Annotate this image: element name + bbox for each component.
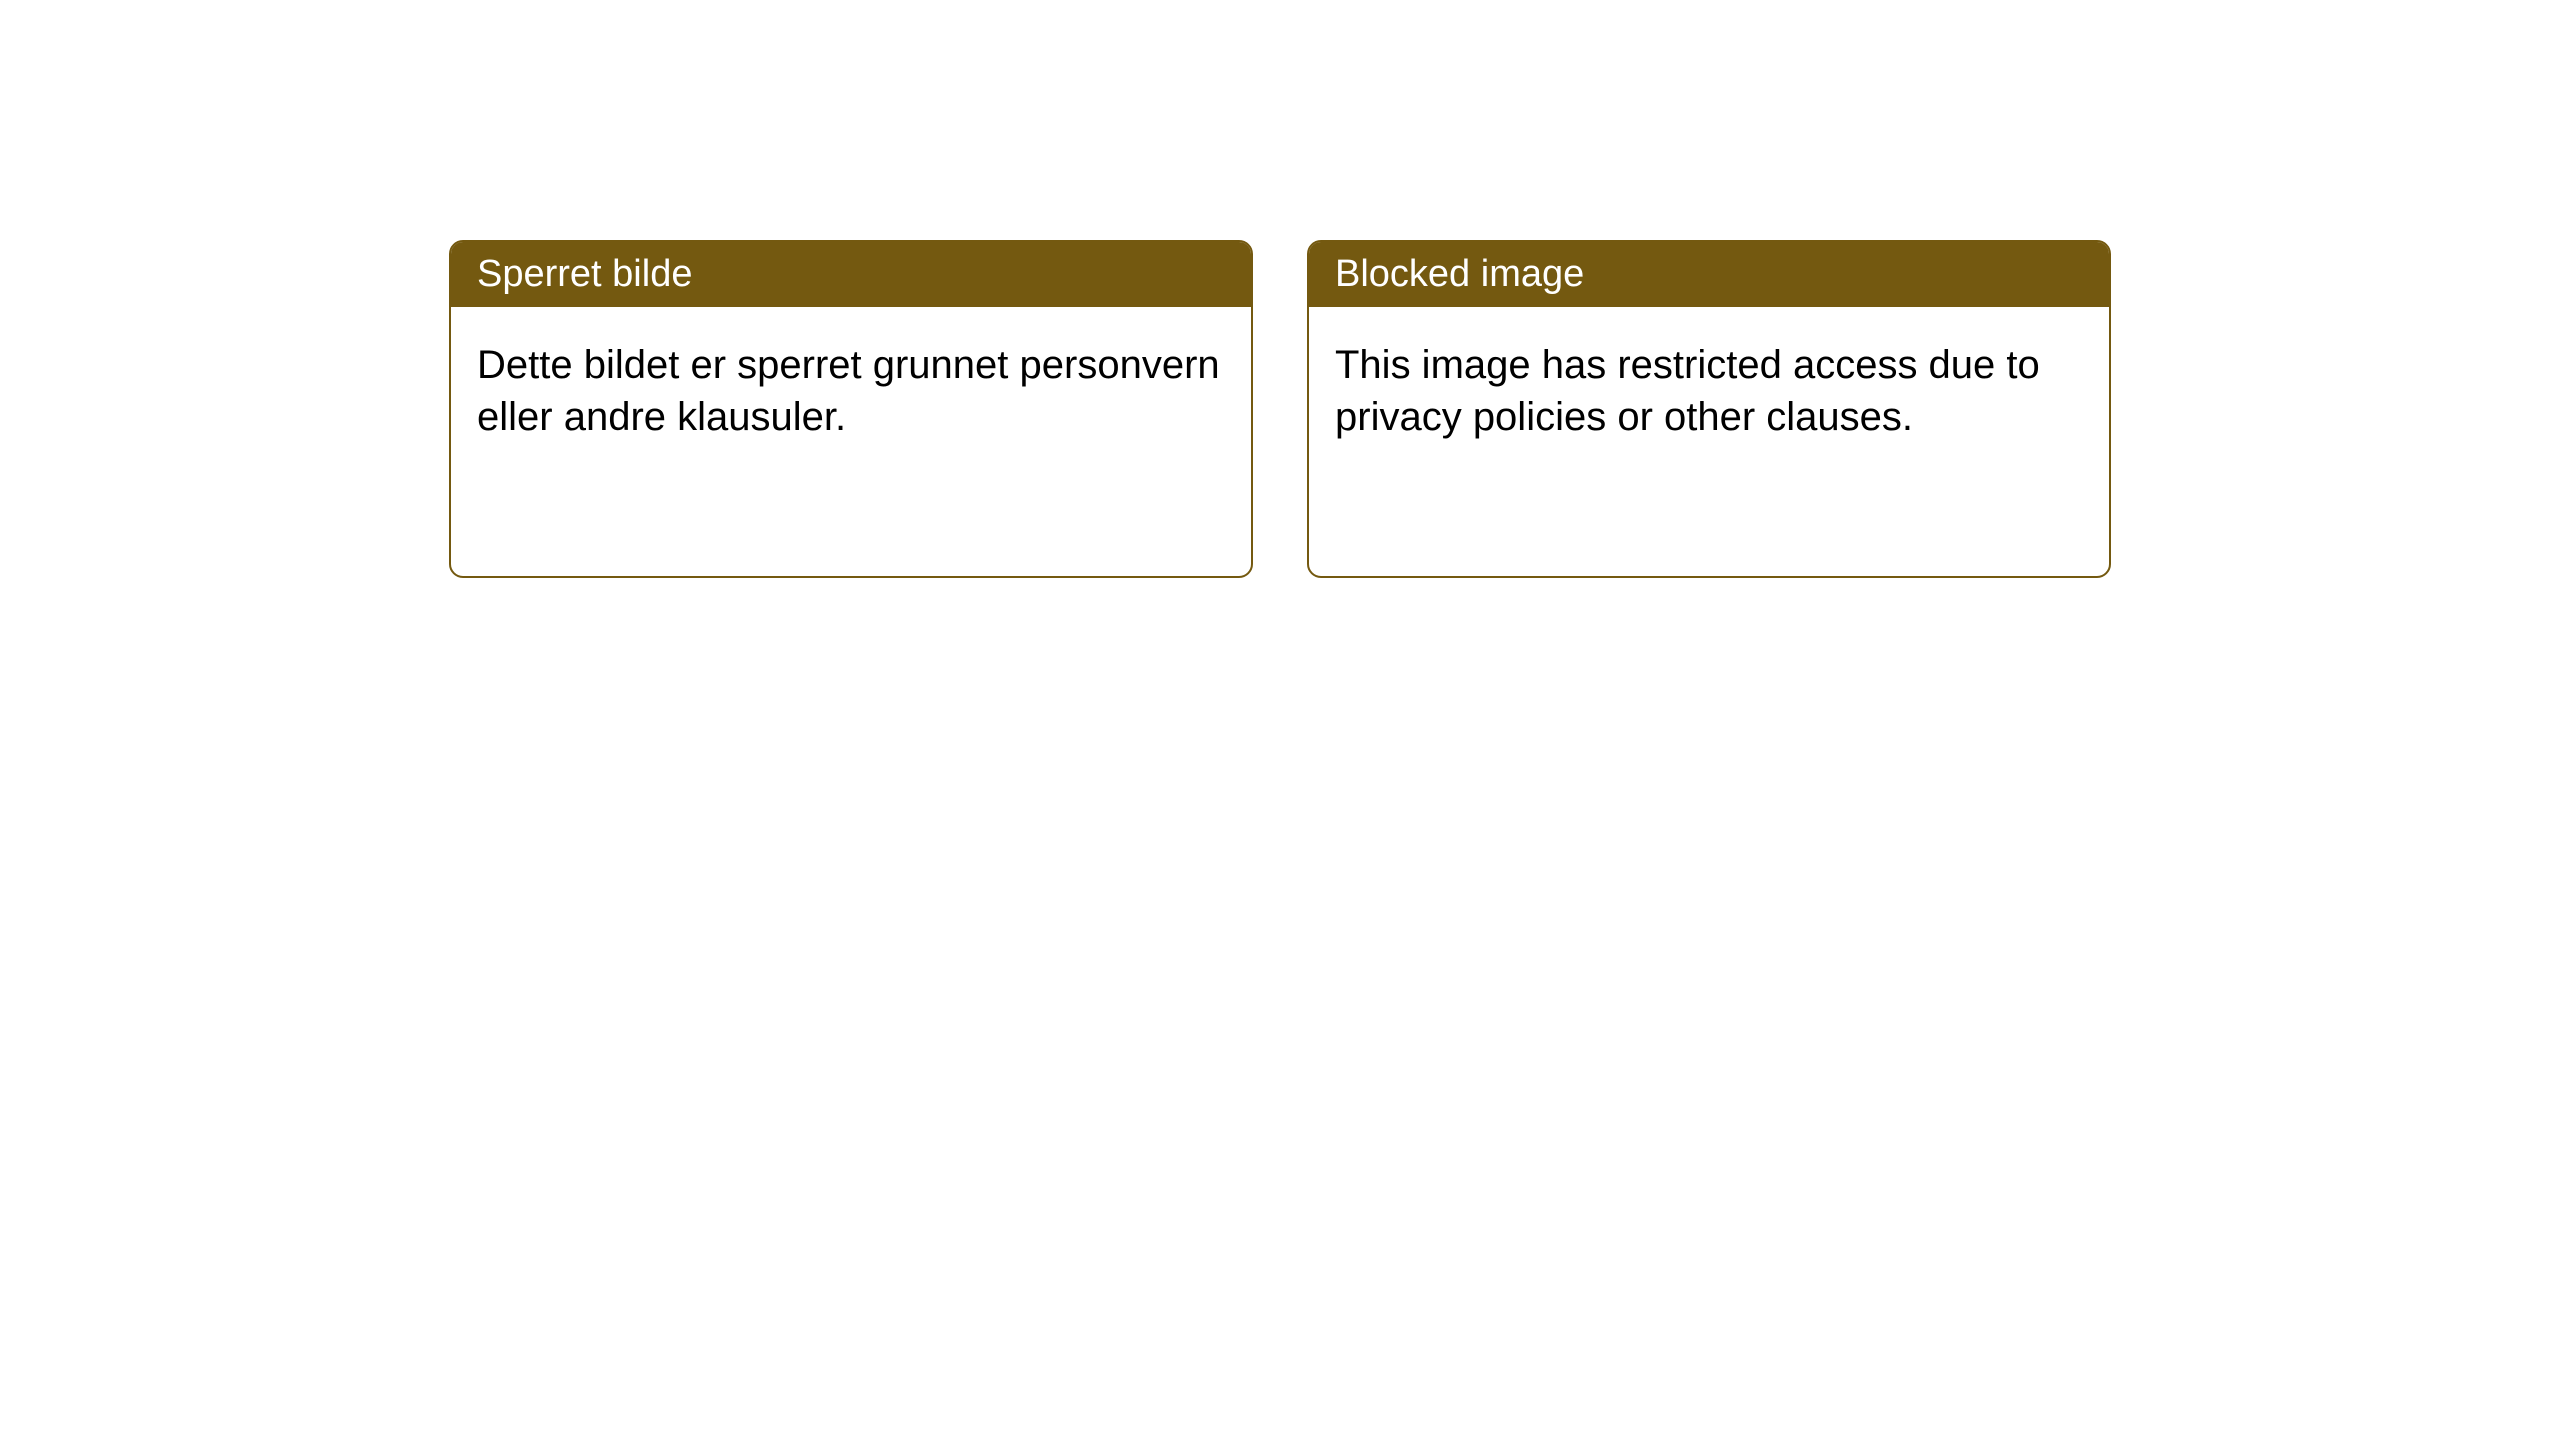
notice-body-english: This image has restricted access due to … (1309, 307, 2109, 576)
notice-body-norwegian: Dette bildet er sperret grunnet personve… (451, 307, 1251, 576)
notice-header-norwegian: Sperret bilde (451, 242, 1251, 307)
notice-card-norwegian: Sperret bilde Dette bildet er sperret gr… (449, 240, 1253, 578)
notice-container: Sperret bilde Dette bildet er sperret gr… (449, 240, 2111, 578)
notice-header-english: Blocked image (1309, 242, 2109, 307)
notice-card-english: Blocked image This image has restricted … (1307, 240, 2111, 578)
